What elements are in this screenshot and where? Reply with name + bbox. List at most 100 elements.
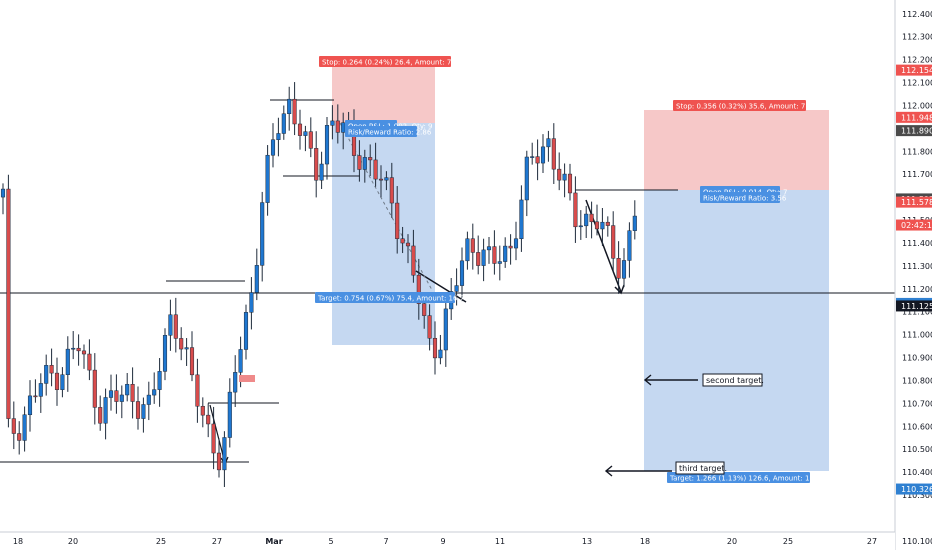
arrow-head-icon (614, 284, 625, 295)
y-tick-label: 111.100 (902, 308, 932, 317)
candle-body (76, 347, 81, 352)
y-tick-label: 111.700 (902, 170, 932, 179)
candle-body (616, 258, 621, 279)
x-tick-label: 27 (867, 537, 877, 546)
position-zones (332, 57, 829, 471)
candle-body (184, 347, 189, 350)
y-tick-label: 112.000 (902, 101, 932, 110)
price-tag-bg (896, 125, 932, 137)
x-tick-label: 18 (13, 537, 23, 546)
arrow-head-icon (643, 374, 652, 386)
candle-body (152, 389, 157, 396)
candle-body (71, 347, 76, 350)
y-tick-label: 112.100 (902, 79, 932, 88)
candle-body (627, 230, 632, 261)
candle-body (92, 369, 97, 408)
candle-body (173, 314, 178, 339)
candle-body (540, 146, 546, 164)
candle-body (557, 168, 562, 181)
trade-2-target-label-bg (667, 472, 810, 483)
trade-2-rr-label: Risk/Reward Ratio: 3.56 (703, 195, 787, 203)
candles (0, 82, 637, 487)
candle-body (405, 242, 411, 247)
x-tick-label: 11 (495, 537, 505, 546)
candle-body (98, 407, 103, 424)
candle-body (33, 395, 38, 398)
candle-body (400, 238, 405, 244)
candle-body (562, 173, 567, 181)
candle-body (168, 314, 173, 336)
candle-body (38, 383, 43, 397)
candle-body (594, 221, 600, 230)
order-marker (239, 375, 255, 382)
candle-body (49, 365, 54, 374)
candle-body (524, 156, 529, 201)
candle-body (443, 308, 448, 351)
trade-1-stop-label-bg (319, 56, 451, 67)
candle-body (308, 131, 313, 149)
candle-body (157, 371, 162, 390)
candle-body (589, 213, 594, 223)
y-tick-label: 112.300 (902, 33, 932, 42)
y-axis-bg (895, 0, 932, 550)
candle-body (432, 337, 438, 359)
price-tag-bg (896, 64, 932, 76)
candle-body (605, 221, 610, 226)
third-target-box (675, 461, 725, 475)
trade-1-rr-label: Risk/Reward Ratio: 2.86 (348, 129, 432, 137)
candle-body (530, 156, 535, 158)
candle-body (513, 238, 519, 249)
candle-body (243, 312, 249, 350)
candle-body (600, 221, 605, 230)
trade-2-stop-label-bg (673, 100, 806, 111)
candle-body (368, 157, 373, 161)
candle-body (384, 177, 389, 181)
candle-body (297, 123, 303, 136)
y-tick-label: 111.200 (902, 285, 932, 294)
candle-body (195, 374, 200, 407)
candle-body (206, 414, 211, 425)
trade-2-target-label: Target: 1.266 (1.13%) 126.6, Amount: 18.… (669, 475, 826, 483)
x-tick-label: Mar (265, 537, 282, 546)
y-tick-label: 110.100 (902, 537, 932, 546)
x-tick-label: 7 (383, 537, 388, 546)
price-tag-label: 110.326 (901, 485, 932, 494)
candle-body (103, 397, 108, 424)
x-tick-label: 25 (156, 537, 166, 546)
x-tick-label: 18 (640, 537, 650, 546)
target-zone-2 (644, 190, 829, 471)
price-tag-label: 111.948 (901, 113, 932, 122)
x-tick-label: 27 (212, 537, 222, 546)
candle-body (632, 215, 637, 231)
y-tick-label: 111.800 (902, 147, 932, 156)
candle-body (27, 395, 33, 416)
candle-body (459, 260, 465, 286)
candle-body (17, 433, 22, 441)
y-tick-label: 110.500 (902, 445, 932, 454)
x-tick-label: 5 (328, 537, 333, 546)
candle-body (454, 285, 459, 292)
candle-body (200, 405, 205, 416)
y-tick-label: 112.200 (902, 56, 932, 65)
candle-body (481, 249, 486, 266)
candle-body (238, 349, 243, 373)
y-tick-label: 110.900 (902, 354, 932, 363)
candle-body (389, 177, 394, 204)
candle-body (6, 188, 11, 419)
candle-body (362, 157, 367, 170)
target-zone-1 (332, 123, 435, 345)
candle-body (465, 238, 470, 262)
price-tag-bg (896, 219, 932, 231)
candle-body (114, 390, 119, 402)
candle-body (567, 173, 573, 194)
candle-body (254, 265, 259, 293)
price-tag-label: 02:42:17 (901, 221, 932, 230)
trade-1-target-label-bg (315, 292, 455, 303)
candle-body (422, 303, 427, 316)
x-tick-label: 20 (68, 537, 78, 546)
candle-body (303, 131, 308, 136)
candle-body (508, 245, 513, 249)
trade-labels: Stop: 0.264 (0.24%) 26.4, Amount: 7.62Op… (315, 56, 826, 483)
